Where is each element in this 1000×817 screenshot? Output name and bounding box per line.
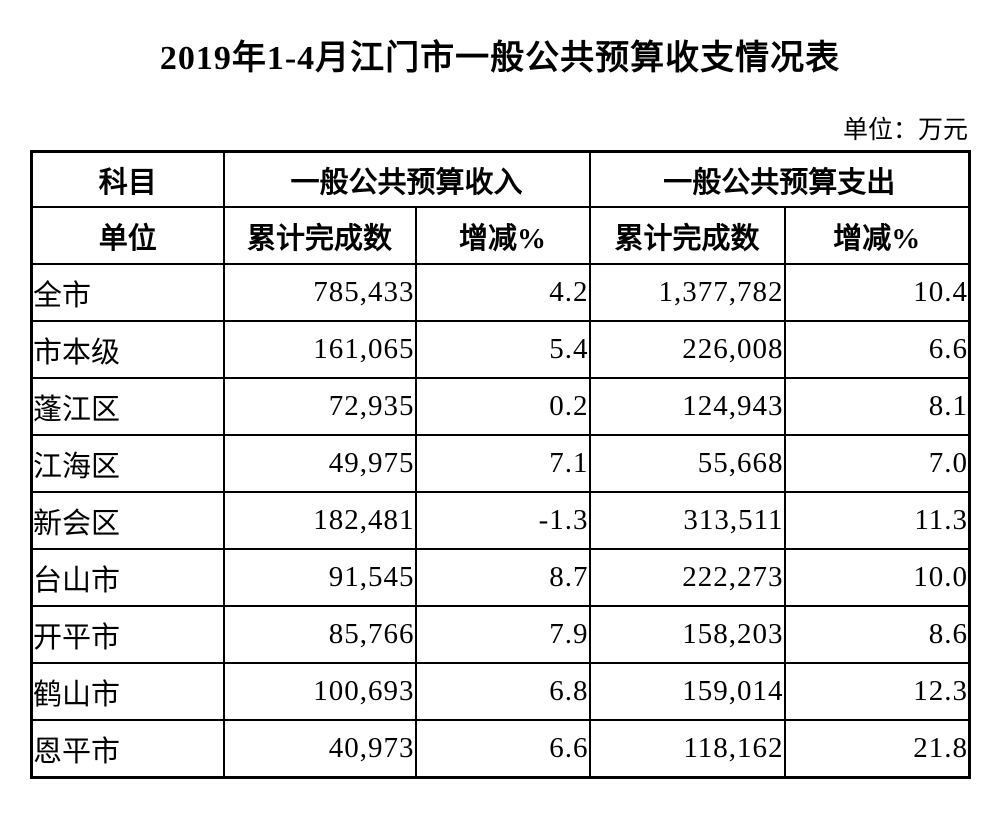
income-cumulative-cell: 182,481 — [222, 491, 417, 550]
income-change-cell: 4.2 — [414, 263, 591, 322]
expense-cumulative-cell: 158,203 — [588, 605, 786, 664]
header-expense-group: 一般公共预算支出 — [588, 150, 971, 208]
expense-cumulative-cell: 1,377,782 — [588, 263, 786, 322]
income-cumulative-cell: 785,433 — [222, 263, 417, 322]
unit-note: 单位：万元 — [842, 117, 968, 144]
income-change-cell: 6.8 — [414, 662, 591, 721]
income-change-cell: 8.7 — [414, 548, 591, 607]
header-income-cumulative: 累计完成数 — [222, 206, 417, 265]
header-row-columns: 单位 累计完成数 增减% 累计完成数 增减% — [30, 206, 971, 265]
expense-cumulative-cell: 55,668 — [588, 434, 786, 493]
region-cell: 新会区 — [30, 491, 225, 550]
region-cell: 蓬江区 — [30, 377, 225, 436]
income-change-cell: 0.2 — [414, 377, 591, 436]
table-row: 全市 785,433 4.2 1,377,782 10.4 — [30, 263, 971, 322]
budget-table: 科目 一般公共预算收入 一般公共预算支出 单位 累计完成数 增减% 累计完成数 … — [30, 150, 971, 779]
header-subject: 科目 — [30, 150, 225, 208]
region-cell: 全市 — [30, 263, 225, 322]
header-unit: 单位 — [30, 206, 225, 265]
region-cell: 开平市 — [30, 605, 225, 664]
income-cumulative-cell: 100,693 — [222, 662, 417, 721]
region-cell: 江海区 — [30, 434, 225, 493]
income-cumulative-cell: 40,973 — [222, 719, 417, 779]
income-cumulative-cell: 161,065 — [222, 320, 417, 379]
expense-cumulative-cell: 118,162 — [588, 719, 786, 779]
header-income-change: 增减% — [414, 206, 591, 265]
table-row: 市本级 161,065 5.4 226,008 6.6 — [30, 320, 971, 379]
expense-change-cell: 12.3 — [783, 662, 971, 721]
region-cell: 市本级 — [30, 320, 225, 379]
header-expense-cumulative: 累计完成数 — [588, 206, 786, 265]
page-title: 2019年1-4月江门市一般公共预算收支情况表 — [159, 40, 841, 77]
table-row: 蓬江区 72,935 0.2 124,943 8.1 — [30, 377, 971, 436]
expense-change-cell: 10.0 — [783, 548, 971, 607]
region-cell: 台山市 — [30, 548, 225, 607]
income-change-cell: 7.1 — [414, 434, 591, 493]
table-row: 开平市 85,766 7.9 158,203 8.6 — [30, 605, 971, 664]
expense-change-cell: 7.0 — [783, 434, 971, 493]
expense-change-cell: 6.6 — [783, 320, 971, 379]
expense-cumulative-cell: 124,943 — [588, 377, 786, 436]
region-cell: 恩平市 — [30, 719, 225, 779]
table-row: 台山市 91,545 8.7 222,273 10.0 — [30, 548, 971, 607]
expense-cumulative-cell: 222,273 — [588, 548, 786, 607]
table-row: 新会区 182,481 -1.3 313,511 11.3 — [30, 491, 971, 550]
expense-cumulative-cell: 226,008 — [588, 320, 786, 379]
header-row-groups: 科目 一般公共预算收入 一般公共预算支出 — [30, 150, 971, 208]
header-expense-change: 增减% — [783, 206, 971, 265]
income-change-cell: 7.9 — [414, 605, 591, 664]
expense-cumulative-cell: 313,511 — [588, 491, 786, 550]
income-change-cell: 6.6 — [414, 719, 591, 779]
header-income-group: 一般公共预算收入 — [222, 150, 591, 208]
income-cumulative-cell: 72,935 — [222, 377, 417, 436]
income-change-cell: -1.3 — [414, 491, 591, 550]
expense-change-cell: 21.8 — [783, 719, 971, 779]
table-row: 江海区 49,975 7.1 55,668 7.0 — [30, 434, 971, 493]
income-cumulative-cell: 91,545 — [222, 548, 417, 607]
expense-change-cell: 11.3 — [783, 491, 971, 550]
expense-cumulative-cell: 159,014 — [588, 662, 786, 721]
region-cell: 鹤山市 — [30, 662, 225, 721]
income-change-cell: 5.4 — [414, 320, 591, 379]
expense-change-cell: 8.6 — [783, 605, 971, 664]
income-cumulative-cell: 49,975 — [222, 434, 417, 493]
expense-change-cell: 10.4 — [783, 263, 971, 322]
income-cumulative-cell: 85,766 — [222, 605, 417, 664]
table-row: 鹤山市 100,693 6.8 159,014 12.3 — [30, 662, 971, 721]
expense-change-cell: 8.1 — [783, 377, 971, 436]
table-row: 恩平市 40,973 6.6 118,162 21.8 — [30, 719, 971, 779]
